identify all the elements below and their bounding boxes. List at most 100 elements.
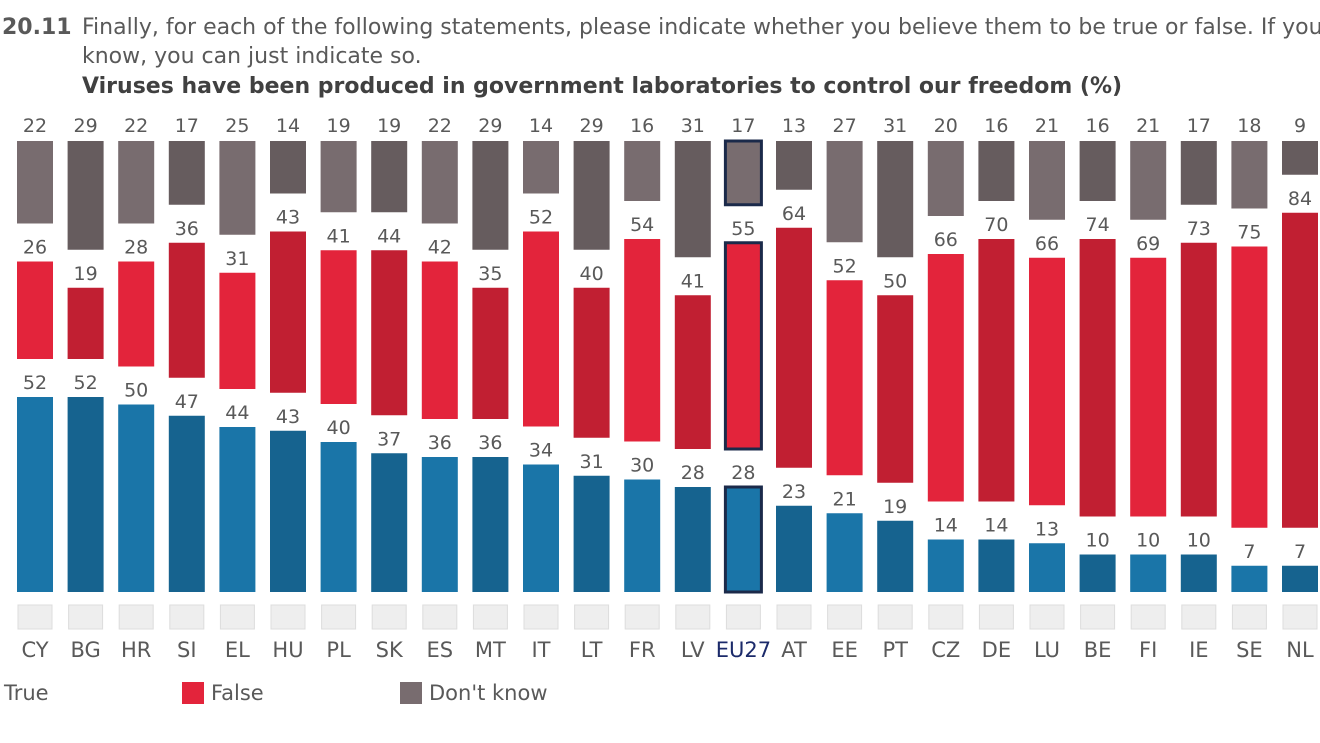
bar-segment <box>1231 565 1268 592</box>
value-label: 29 <box>478 115 502 137</box>
value-label: 27 <box>833 115 857 137</box>
value-label: 17 <box>731 115 755 137</box>
bar-segment <box>927 141 964 216</box>
flag <box>776 604 812 630</box>
value-label: 43 <box>276 207 300 229</box>
value-label: 7 <box>1294 541 1306 563</box>
value-label: 16 <box>984 115 1008 137</box>
bar-segment <box>1282 565 1318 592</box>
bar-segment <box>219 272 256 389</box>
value-label: 16 <box>630 115 654 137</box>
x-tick-label: LU <box>1034 638 1060 662</box>
value-label: 29 <box>580 115 604 137</box>
bar-segment <box>877 141 914 258</box>
value-label: 73 <box>1187 218 1211 240</box>
value-label: 52 <box>23 372 47 394</box>
value-label: 50 <box>124 380 148 402</box>
bar-segment <box>1282 212 1318 528</box>
bar-segment <box>523 231 559 427</box>
x-tick-label: LT <box>581 638 603 662</box>
value-label: 74 <box>1086 214 1110 236</box>
x-tick-label: CY <box>21 638 48 662</box>
bar-segment <box>67 287 104 359</box>
x-tick-label: DE <box>982 638 1011 662</box>
flag <box>422 604 458 630</box>
flag <box>1029 604 1065 630</box>
bar-segment <box>472 287 509 419</box>
flag <box>523 604 559 630</box>
bar-segment <box>1180 554 1217 592</box>
bar-segment <box>573 287 610 438</box>
bar-segment <box>723 139 763 207</box>
bar-segment <box>1079 141 1116 201</box>
flag <box>118 604 154 630</box>
bar-segment <box>1029 141 1065 220</box>
bar-segment <box>118 141 155 224</box>
bar-segment <box>371 453 408 592</box>
flag <box>371 604 407 630</box>
bar-segment <box>421 141 458 224</box>
flag <box>928 604 964 630</box>
flag <box>68 604 104 630</box>
value-label: 37 <box>377 428 401 450</box>
bar-segment <box>1029 257 1065 506</box>
x-tick-label: SK <box>376 638 404 662</box>
value-label: 55 <box>731 218 755 240</box>
bar-segment <box>624 479 661 592</box>
value-label: 21 <box>1035 115 1059 137</box>
bar-segment <box>927 254 964 502</box>
value-label: 31 <box>681 115 705 137</box>
bar-segment <box>67 141 104 250</box>
flag <box>472 604 508 630</box>
x-tick-label: FR <box>629 638 656 662</box>
bar-segment <box>472 457 509 592</box>
flag <box>219 604 255 630</box>
value-label: 19 <box>327 115 351 137</box>
chart-title: Viruses have been produced in government… <box>82 74 1122 99</box>
bar-segment <box>168 141 205 205</box>
value-label: 26 <box>23 237 47 259</box>
bar-segment <box>270 430 306 592</box>
bar-segment <box>320 141 357 213</box>
x-tick-label: BE <box>1084 638 1112 662</box>
value-label: 10 <box>1187 530 1211 552</box>
bar-segment <box>168 415 205 592</box>
flag <box>1080 604 1116 630</box>
value-label: 18 <box>1237 115 1261 137</box>
value-label: 40 <box>580 263 604 285</box>
flag <box>1282 604 1318 630</box>
value-label: 17 <box>1187 115 1211 137</box>
bar-segment <box>826 141 863 243</box>
value-label: 36 <box>428 432 452 454</box>
value-label: 22 <box>23 115 47 137</box>
value-label: 7 <box>1243 541 1255 563</box>
bar-segment <box>17 141 53 224</box>
bar-segment <box>17 261 53 359</box>
legend-label: False <box>211 681 264 705</box>
value-label: 69 <box>1136 233 1160 255</box>
value-label: 34 <box>529 440 553 462</box>
value-label: 35 <box>478 263 502 285</box>
bar-segment <box>978 239 1015 502</box>
x-tick-label: IE <box>1189 638 1208 662</box>
x-tick-label: CZ <box>931 638 960 662</box>
x-tick-label: ES <box>426 638 453 662</box>
value-label: 25 <box>225 115 249 137</box>
x-tick-label: PT <box>882 638 908 662</box>
bar-segment <box>270 141 306 194</box>
value-label: 10 <box>1086 530 1110 552</box>
bar-segment <box>826 513 863 592</box>
value-label: 84 <box>1288 188 1312 210</box>
bar-segment <box>624 239 661 442</box>
value-label: 23 <box>782 481 806 503</box>
question-number: 20.11 <box>2 15 72 40</box>
bar-segment <box>1282 141 1318 175</box>
bar-segment <box>17 397 53 592</box>
x-tick-label: HR <box>121 638 151 662</box>
bar-segment <box>1180 141 1217 205</box>
bar-segment <box>723 241 763 451</box>
value-label: 21 <box>833 488 857 510</box>
x-tick-label: HU <box>272 638 303 662</box>
x-tick-label: LV <box>681 638 705 662</box>
